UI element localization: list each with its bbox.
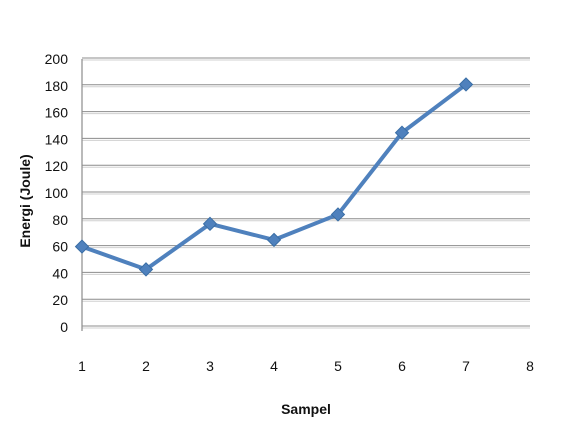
- data-point: [458, 77, 474, 92]
- y-tick-label: 40: [52, 265, 68, 281]
- series-layer: [74, 77, 474, 277]
- x-axis-title: Sampel: [281, 401, 331, 417]
- y-tick-label: 200: [45, 51, 69, 67]
- x-tick-label: 8: [526, 358, 534, 374]
- x-tick-label: 6: [398, 358, 406, 374]
- data-point: [266, 232, 282, 248]
- y-tick-label: 60: [52, 239, 68, 255]
- tick-labels: 0 20 40 60 80 100 120 140 160 180 200 1 2 3 4 5 6 7 8: [45, 51, 534, 374]
- x-tick-label: 4: [270, 358, 278, 374]
- y-tick-label: 180: [45, 78, 69, 94]
- y-axis-title: Energi (Joule): [17, 154, 33, 247]
- y-tick-label: 80: [52, 212, 68, 228]
- x-tick-label: 7: [462, 358, 470, 374]
- data-point: [74, 239, 90, 254]
- data-point: [138, 262, 154, 277]
- y-tick-label: 100: [45, 185, 69, 201]
- x-tick-label: 3: [206, 358, 214, 374]
- y-tick-label: 20: [52, 292, 68, 308]
- x-tick-label: 1: [78, 358, 86, 374]
- y-tick-label: 120: [45, 158, 69, 174]
- data-point: [330, 207, 346, 222]
- y-tick-label: 0: [60, 319, 68, 335]
- y-tick-label: 160: [45, 105, 69, 121]
- data-point: [394, 125, 410, 140]
- grid-lines: [82, 57, 530, 329]
- y-tick-label: 140: [45, 131, 69, 147]
- data-point: [202, 216, 218, 232]
- x-tick-label: 5: [334, 358, 342, 374]
- x-tick-label: 2: [142, 358, 150, 374]
